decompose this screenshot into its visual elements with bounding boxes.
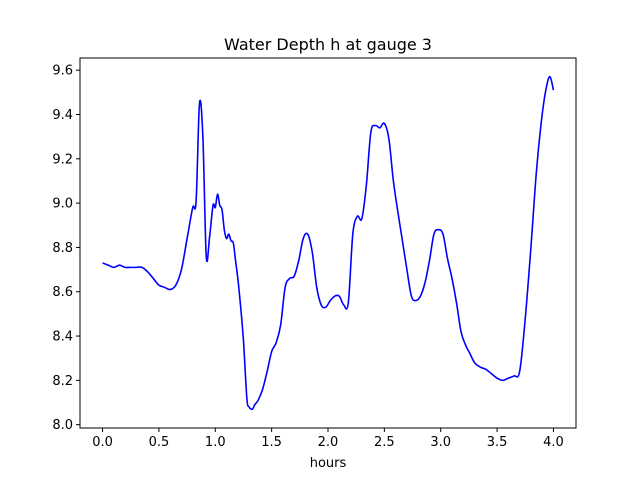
x-tick-label: 0.5 [149,435,170,450]
y-tick-label: 8.0 [52,418,73,433]
y-tick-label: 9.2 [52,152,73,167]
x-tick-label: 1.5 [261,435,282,450]
x-axis-label: hours [310,456,347,471]
y-tick-label: 8.2 [52,374,73,389]
x-tick-label: 3.5 [487,435,508,450]
y-tick-label: 9.0 [52,197,73,212]
plot-area-frame [79,57,577,429]
chart-title: Water Depth h at gauge 3 [224,35,432,54]
y-tick-label: 9.6 [52,64,73,79]
x-tick-label: 2.0 [318,435,339,450]
axis-ticks: 0.0 0.5 1.0 1.5 2.0 2.5 3.0 3.5 4.0 8.0 8.2 8.4 8.6 8… [52,64,563,450]
y-tick-label: 9.4 [52,108,73,123]
x-tick-label: 0.0 [92,435,113,450]
x-tick-label: 2.5 [374,435,395,450]
x-tick-label: 1.0 [205,435,226,450]
y-tick-label: 8.8 [52,241,73,256]
x-tick-label: 4.0 [543,435,564,450]
water-depth-line [102,75,555,411]
y-tick-label: 8.4 [52,330,73,345]
series-layer [102,75,555,411]
y-tick-label: 8.6 [52,285,73,300]
x-tick-label: 3.0 [430,435,451,450]
